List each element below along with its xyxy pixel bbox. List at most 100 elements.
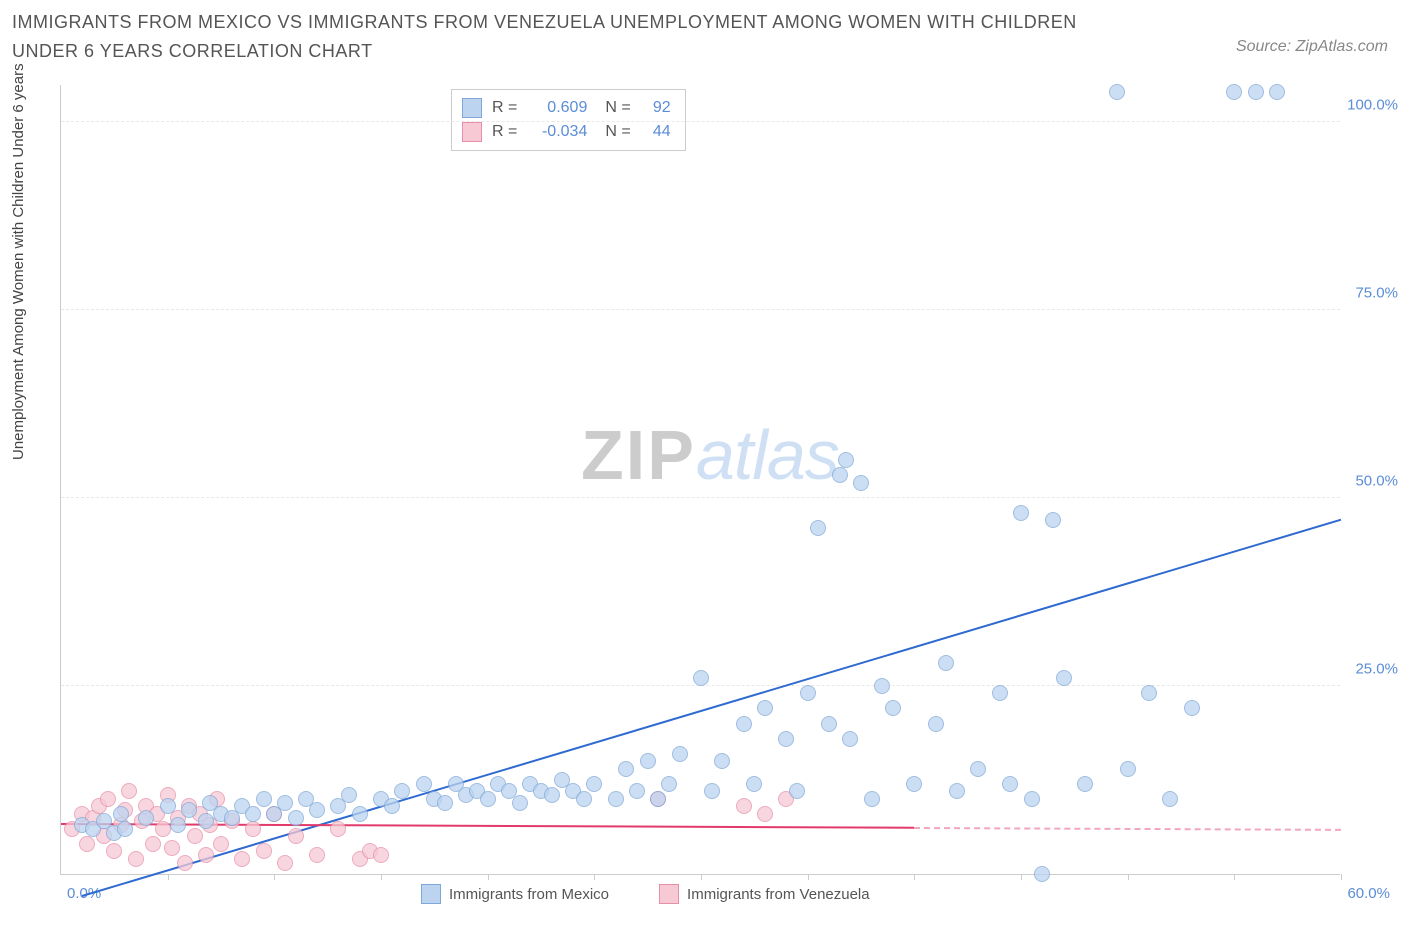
x-tick xyxy=(594,874,595,880)
data-point xyxy=(384,798,400,814)
data-point xyxy=(79,836,95,852)
data-point xyxy=(198,847,214,863)
data-point xyxy=(970,761,986,777)
data-point xyxy=(800,685,816,701)
data-point xyxy=(1034,866,1050,882)
y-tick-label: 75.0% xyxy=(1355,284,1398,301)
data-point xyxy=(842,731,858,747)
data-point xyxy=(234,851,250,867)
data-point xyxy=(885,700,901,716)
data-point xyxy=(1184,700,1200,716)
data-point xyxy=(181,802,197,818)
legend-item: Immigrants from Mexico xyxy=(421,884,609,904)
y-axis-label: Unemployment Among Women with Children U… xyxy=(10,63,27,460)
data-point xyxy=(187,828,203,844)
data-point xyxy=(288,810,304,826)
legend-n-label: N = xyxy=(605,96,630,120)
data-point xyxy=(277,795,293,811)
data-point xyxy=(256,843,272,859)
x-tick xyxy=(488,874,489,880)
data-point xyxy=(704,783,720,799)
source-citation: Source: ZipAtlas.com xyxy=(1236,38,1388,56)
data-point xyxy=(213,836,229,852)
data-point xyxy=(309,802,325,818)
data-point xyxy=(714,753,730,769)
x-tick xyxy=(914,874,915,880)
data-point xyxy=(789,783,805,799)
data-point xyxy=(373,847,389,863)
scatter-plot: ZIPatlas R =0.609N =92R =-0.034N =44 Imm… xyxy=(60,85,1340,875)
data-point xyxy=(1162,791,1178,807)
data-point xyxy=(288,828,304,844)
data-point xyxy=(629,783,645,799)
data-point xyxy=(480,791,496,807)
data-point xyxy=(693,670,709,686)
data-point xyxy=(145,836,161,852)
legend-r-label: R = xyxy=(492,120,517,144)
data-point xyxy=(1013,505,1029,521)
x-tick xyxy=(1128,874,1129,880)
data-point xyxy=(661,776,677,792)
x-tick xyxy=(381,874,382,880)
data-point xyxy=(1120,761,1136,777)
legend-r-value: -0.034 xyxy=(527,120,587,144)
data-point xyxy=(672,746,688,762)
data-point xyxy=(864,791,880,807)
data-point xyxy=(138,810,154,826)
data-point xyxy=(416,776,432,792)
data-point xyxy=(121,783,137,799)
data-point xyxy=(113,806,129,822)
data-point xyxy=(746,776,762,792)
data-point xyxy=(330,821,346,837)
data-point xyxy=(164,840,180,856)
data-point xyxy=(1109,84,1125,100)
legend-swatch xyxy=(462,122,482,142)
data-point xyxy=(155,821,171,837)
x-tick xyxy=(1021,874,1022,880)
trend-line-dashed xyxy=(914,827,1341,831)
data-point xyxy=(256,791,272,807)
x-tick xyxy=(1341,874,1342,880)
data-point xyxy=(1002,776,1018,792)
data-point xyxy=(177,855,193,871)
data-point xyxy=(906,776,922,792)
y-tick-label: 100.0% xyxy=(1347,96,1398,113)
legend-r-value: 0.609 xyxy=(527,96,587,120)
data-point xyxy=(1077,776,1093,792)
data-point xyxy=(170,817,186,833)
data-point xyxy=(757,700,773,716)
data-point xyxy=(309,847,325,863)
y-tick-label: 50.0% xyxy=(1355,472,1398,489)
data-point xyxy=(100,791,116,807)
gridline xyxy=(61,309,1340,310)
x-tick xyxy=(274,874,275,880)
trend-line xyxy=(61,823,914,829)
data-point xyxy=(736,798,752,814)
legend-item: Immigrants from Venezuela xyxy=(659,884,870,904)
x-tick xyxy=(168,874,169,880)
data-point xyxy=(341,787,357,803)
gridline xyxy=(61,121,1340,122)
data-point xyxy=(160,798,176,814)
data-point xyxy=(938,655,954,671)
data-point xyxy=(853,475,869,491)
data-point xyxy=(128,851,144,867)
legend-label: Immigrants from Venezuela xyxy=(687,886,870,903)
x-tick xyxy=(701,874,702,880)
data-point xyxy=(1226,84,1242,100)
data-point xyxy=(437,795,453,811)
data-point xyxy=(949,783,965,799)
data-point xyxy=(245,821,261,837)
data-point xyxy=(394,783,410,799)
data-point xyxy=(640,753,656,769)
data-point xyxy=(821,716,837,732)
data-point xyxy=(618,761,634,777)
watermark-atlas: atlas xyxy=(696,416,839,494)
data-point xyxy=(586,776,602,792)
y-tick-label: 25.0% xyxy=(1355,660,1398,677)
legend-swatch xyxy=(462,98,482,118)
data-point xyxy=(1269,84,1285,100)
data-point xyxy=(1045,512,1061,528)
legend-swatch xyxy=(659,884,679,904)
data-point xyxy=(245,806,261,822)
